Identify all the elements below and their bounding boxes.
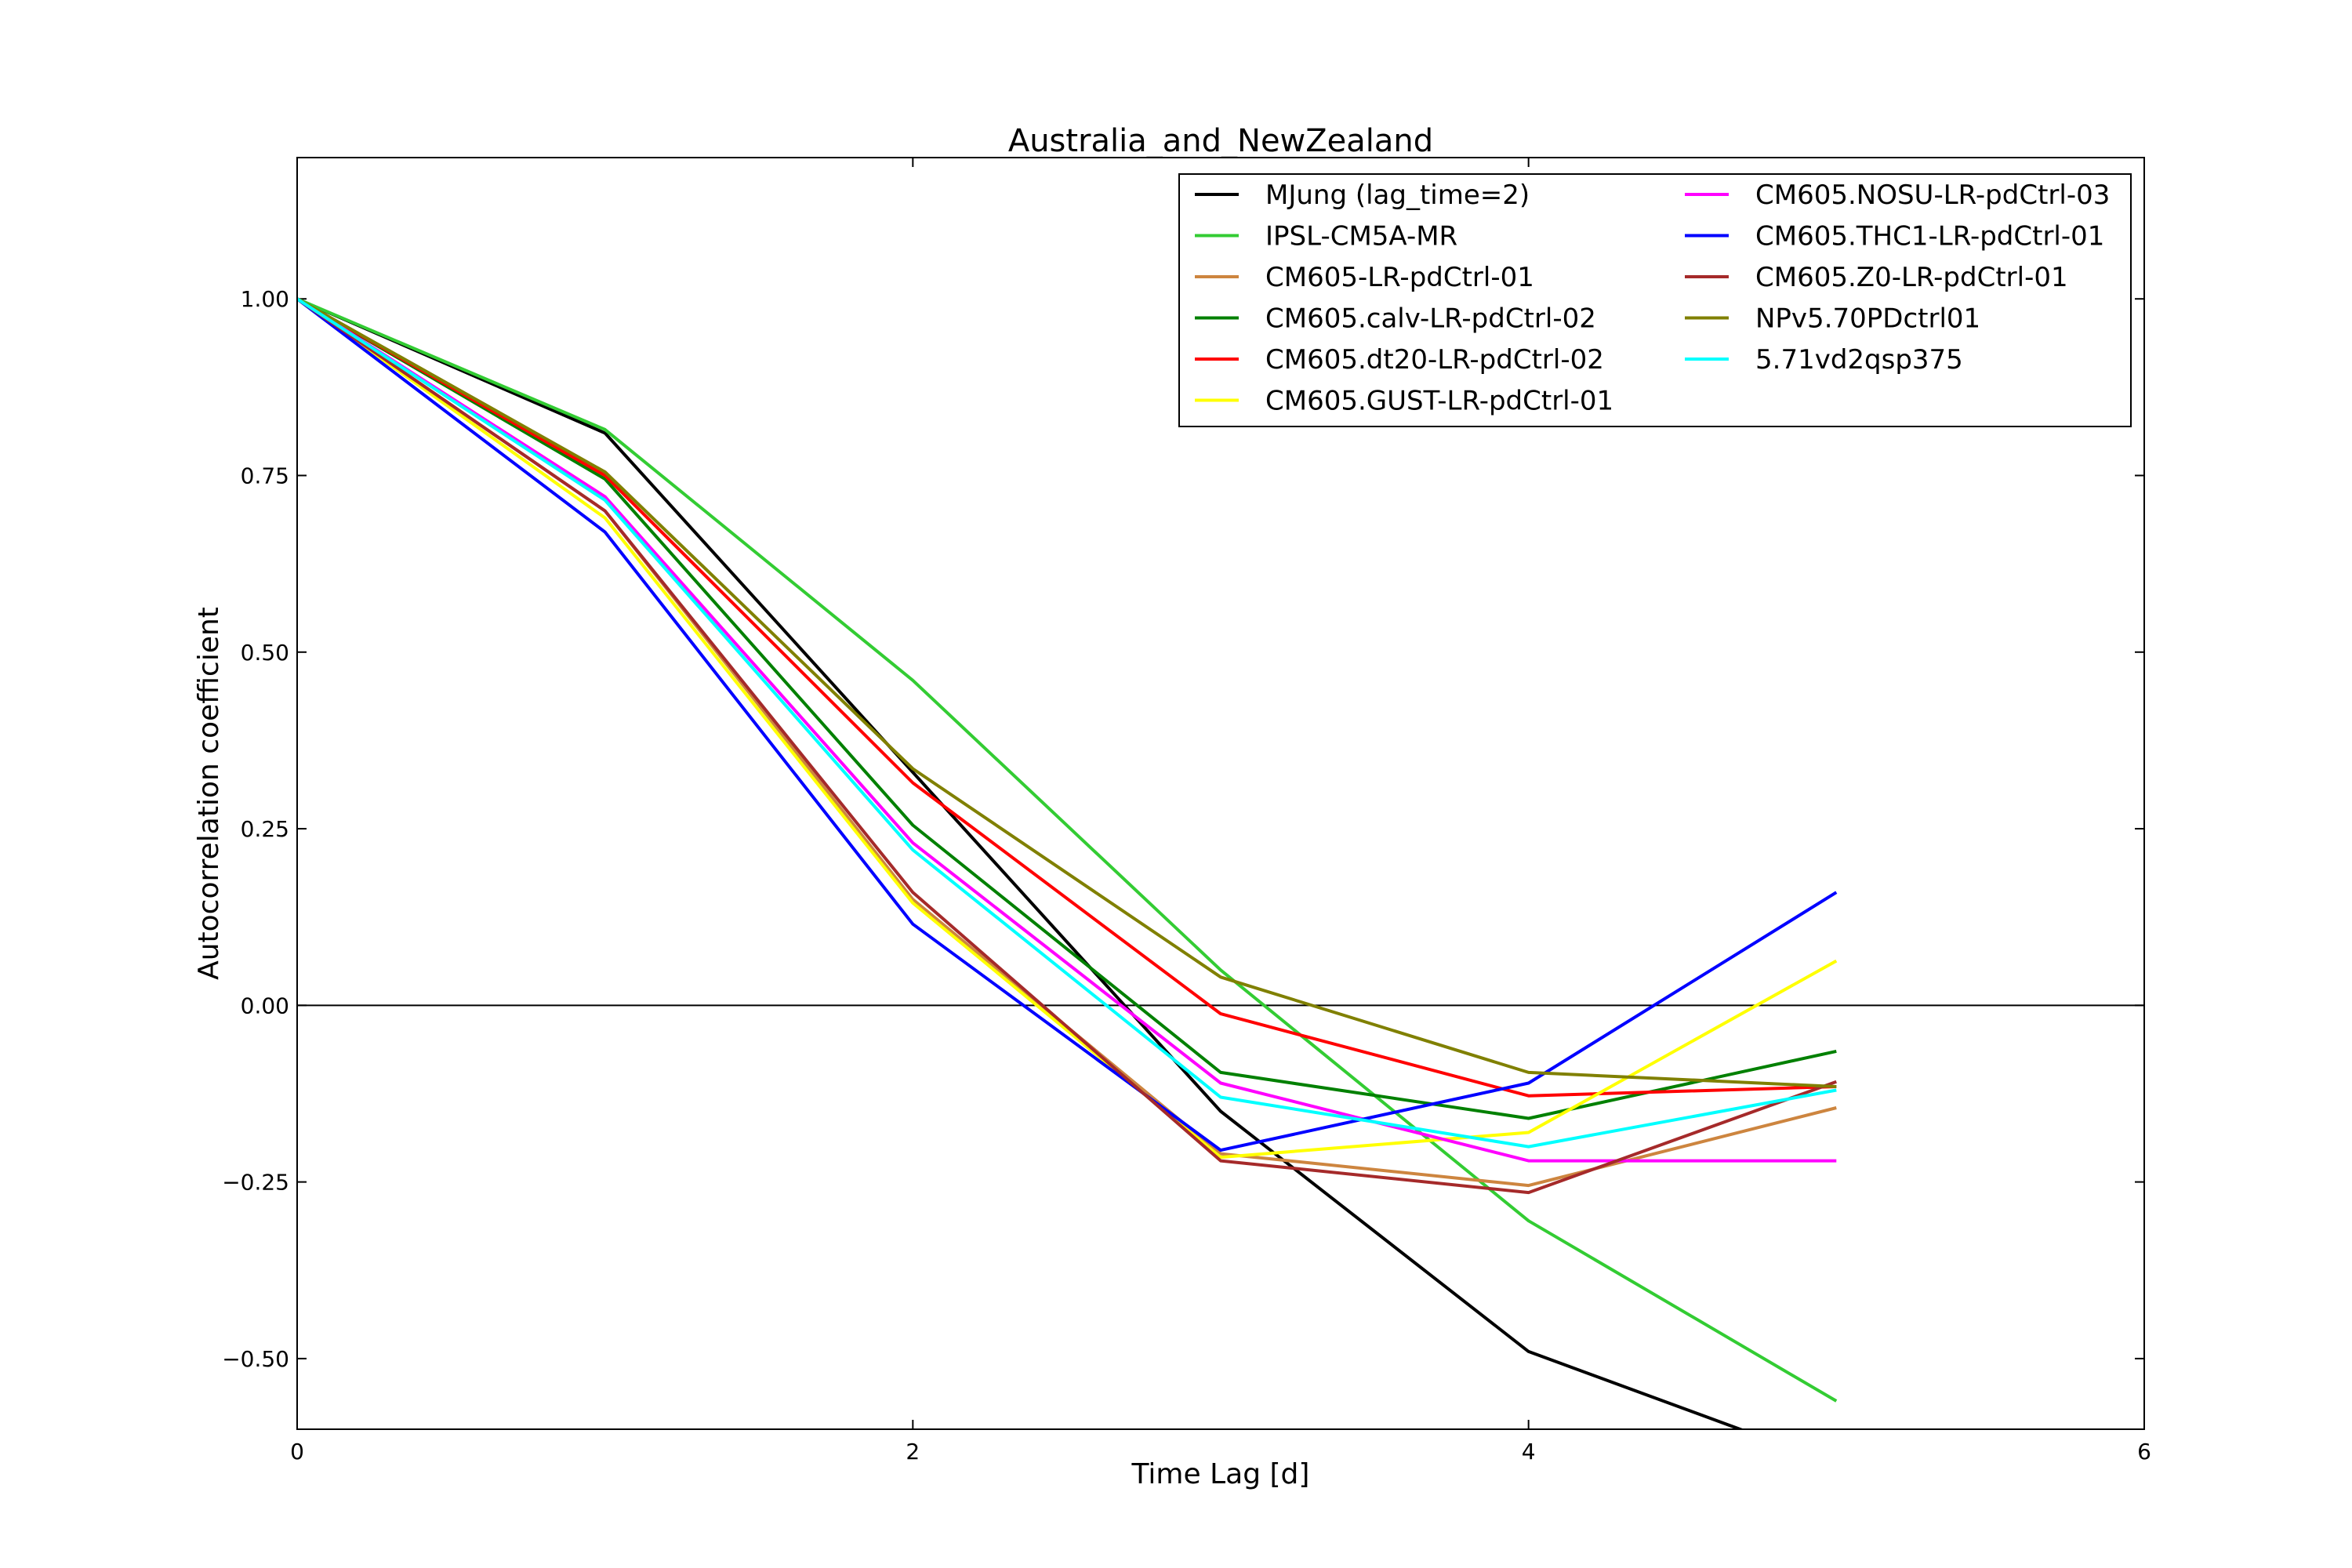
legend: MJung (lag_time=2) IPSL-CM5A-MR CM605-LR-p… (1178, 173, 2132, 427)
chart-title: Australia_and_NewZealand (1008, 123, 1433, 159)
legend-label-mjung-lag-time-2: MJung (lag_time=2) (1265, 180, 1530, 211)
series-line-npv5-70pdctrl01 (297, 297, 1837, 1088)
series-line-cm605-calv-lr-pdctrl-02 (297, 297, 1837, 1120)
legend-label-npv5-70pdctrl01: NPv5.70PDctrl01 (1755, 303, 1980, 335)
x-tick-label: 0 (290, 1439, 304, 1465)
series-line-5-71vd2qsp375 (297, 297, 1837, 1149)
y-tick-label: 0.00 (241, 993, 289, 1018)
legend-label-cm605-lr-pdctrl-01: CM605-LR-pdCtrl-01 (1265, 262, 1534, 293)
legend-label-cm605-nosu-lr-pdctrl-03: CM605.NOSU-LR-pdCtrl-03 (1755, 180, 2110, 211)
axis-ticks: 0 2 4 6 −0.50 −0.25 0.00 0.25 0.50 0.75 1.00 (222, 158, 2151, 1465)
x-tick-label: 4 (1522, 1439, 1536, 1465)
y-tick-label: 0.50 (241, 640, 289, 666)
series-lines (297, 297, 1838, 1429)
x-tick-label: 2 (906, 1439, 920, 1465)
legend-label-5-71vd2qsp375: 5.71vd2qsp375 (1755, 344, 1963, 376)
x-axis-label: Time Lag [d] (1131, 1458, 1310, 1490)
y-tick-label: −0.25 (222, 1170, 289, 1196)
y-tick-label: 1.00 (241, 286, 289, 312)
series-line-cm605-nosu-lr-pdctrl-03 (297, 297, 1837, 1163)
series-line-mjung-lag-time-2 (297, 297, 1745, 1429)
plot-frame (296, 157, 2145, 1430)
series-line-ipsl-cm5a-mr (297, 297, 1838, 1403)
x-tick-label: 6 (2137, 1439, 2151, 1465)
legend-label-cm605-gust-lr-pdctrl-01: CM605.GUST-LR-pdCtrl-01 (1265, 386, 1613, 417)
legend-label-ipsl-cm5a-mr: IPSL-CM5A-MR (1265, 221, 1457, 252)
y-tick-label: 0.25 (241, 816, 289, 842)
y-tick-label: −0.50 (222, 1346, 289, 1372)
series-line-cm605-dt20-lr-pdctrl-02 (297, 297, 1837, 1098)
series-line-cm605-gust-lr-pdctrl-01 (297, 297, 1838, 1160)
y-tick-label: 0.75 (241, 463, 289, 489)
legend-label-cm605-thc1-lr-pdctrl-01: CM605.THC1-LR-pdCtrl-01 (1755, 221, 2104, 252)
legend-label-cm605-calv-lr-pdctrl-02: CM605.calv-LR-pdCtrl-02 (1265, 303, 1596, 335)
series-line-cm605-thc1-lr-pdctrl-01 (297, 297, 1838, 1152)
series-line-cm605-z0-lr-pdctrl-01 (297, 297, 1837, 1195)
legend-label-cm605-dt20-lr-pdctrl-02: CM605.dt20-LR-pdCtrl-02 (1265, 344, 1604, 376)
legend-label-cm605-z0-lr-pdctrl-01: CM605.Z0-LR-pdCtrl-01 (1755, 262, 2068, 293)
y-axis-label: Autocorrelation coefficient (193, 607, 225, 980)
legend-frame (1178, 173, 2132, 427)
